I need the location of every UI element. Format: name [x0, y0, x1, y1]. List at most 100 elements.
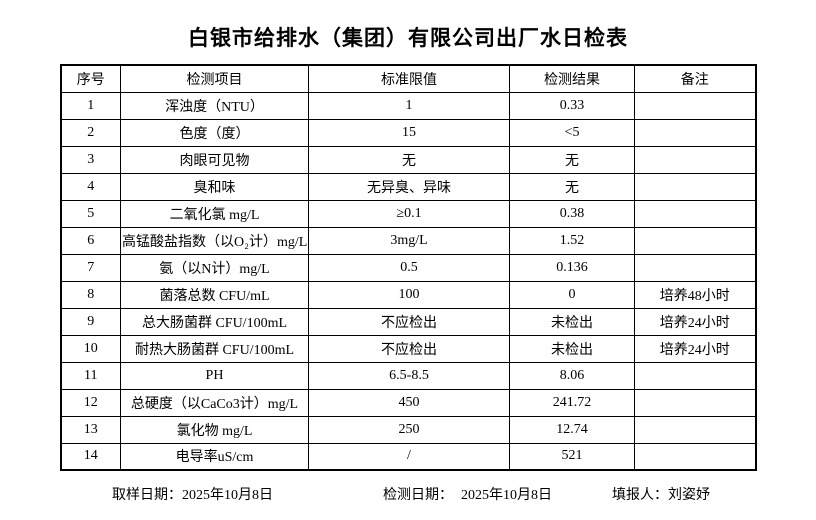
table-row: 7 氨（以N计）mg/L 0.5 0.136 — [60, 253, 756, 282]
table-row: 4 臭和味 无异臭、异味 无 — [60, 172, 756, 201]
cell-serial-number: 6 — [60, 226, 121, 255]
cell-serial-number: 2 — [60, 118, 121, 147]
cell-test-item: 总硬度（以CaCo3计）mg/L — [120, 388, 309, 417]
cell-standard-limit: 无异臭、异味 — [308, 172, 510, 201]
table-row: 14 电导率uS/cm / 521 — [60, 442, 756, 471]
cell-remarks — [634, 361, 756, 390]
cell-remarks: 培养24小时 — [634, 307, 756, 336]
cell-remarks: 培养48小时 — [634, 280, 756, 309]
cell-test-result: 0 — [509, 280, 635, 309]
header-test-item: 检测项目 — [120, 64, 309, 93]
cell-test-result: 0.33 — [509, 91, 635, 120]
cell-test-result: 未检出 — [509, 307, 635, 336]
cell-serial-number: 13 — [60, 415, 121, 444]
cell-remarks — [634, 199, 756, 228]
cell-standard-limit: 100 — [308, 280, 510, 309]
table-header-row: 序号 检测项目 标准限值 检测结果 备注 — [60, 64, 756, 93]
cell-remarks — [634, 172, 756, 201]
cell-test-item: 氯化物 mg/L — [120, 415, 309, 444]
cell-test-result: 12.74 — [509, 415, 635, 444]
cell-serial-number: 4 — [60, 172, 121, 201]
sampling-date-field: 取样日期：2025年10月8日 — [112, 484, 273, 504]
table-row: 8 菌落总数 CFU/mL 100 0 培养48小时 — [60, 280, 756, 309]
cell-standard-limit: 450 — [308, 388, 510, 417]
table-row: 11 PH 6.5-8.5 8.06 — [60, 361, 756, 390]
cell-serial-number: 12 — [60, 388, 121, 417]
cell-test-item: 浑浊度（NTU） — [120, 91, 309, 120]
cell-test-item: 肉眼可见物 — [120, 145, 309, 174]
cell-standard-limit: 无 — [308, 145, 510, 174]
cell-remarks — [634, 442, 756, 471]
cell-serial-number: 3 — [60, 145, 121, 174]
cell-test-result: 0.136 — [509, 253, 635, 282]
cell-test-item: PH — [120, 361, 309, 390]
header-standard-limit: 标准限值 — [308, 64, 510, 93]
cell-remarks: 培养24小时 — [634, 334, 756, 363]
cell-test-result: <5 — [509, 118, 635, 147]
cell-test-result: 8.06 — [509, 361, 635, 390]
cell-serial-number: 10 — [60, 334, 121, 363]
cell-test-item: 二氧化氯 mg/L — [120, 199, 309, 228]
cell-serial-number: 7 — [60, 253, 121, 282]
table-row: 1 浑浊度（NTU） 1 0.33 — [60, 91, 756, 120]
cell-remarks — [634, 91, 756, 120]
cell-test-item: 菌落总数 CFU/mL — [120, 280, 309, 309]
cell-serial-number: 8 — [60, 280, 121, 309]
cell-standard-limit: 250 — [308, 415, 510, 444]
cell-standard-limit: 不应检出 — [308, 307, 510, 336]
cell-test-item: 臭和味 — [120, 172, 309, 201]
cell-serial-number: 5 — [60, 199, 121, 228]
cell-test-result: 未检出 — [509, 334, 635, 363]
cell-remarks — [634, 388, 756, 417]
cell-test-result: 0.38 — [509, 199, 635, 228]
table-row: 9 总大肠菌群 CFU/100mL 不应检出 未检出 培养24小时 — [60, 307, 756, 336]
cell-standard-limit: ≥0.1 — [308, 199, 510, 228]
reporter-label: 填报人： — [612, 488, 668, 503]
cell-standard-limit: 15 — [308, 118, 510, 147]
sampling-date-label: 取样日期： — [112, 488, 182, 503]
report-footer: 取样日期：2025年10月8日 检测日期： 2025年10月8日 填报人：刘姿妤 — [0, 484, 816, 506]
table-row: 13 氯化物 mg/L 250 12.74 — [60, 415, 756, 444]
header-test-result: 检测结果 — [509, 64, 635, 93]
cell-test-result: 241.72 — [509, 388, 635, 417]
cell-test-item: 电导率uS/cm — [120, 442, 309, 471]
reporter-field: 填报人：刘姿妤 — [612, 484, 710, 504]
cell-standard-limit: 0.5 — [308, 253, 510, 282]
cell-serial-number: 14 — [60, 442, 121, 471]
header-remarks: 备注 — [634, 64, 756, 93]
cell-test-result: 无 — [509, 145, 635, 174]
cell-test-item: 总大肠菌群 CFU/100mL — [120, 307, 309, 336]
cell-remarks — [634, 226, 756, 255]
testing-date-field: 检测日期： 2025年10月8日 — [383, 484, 552, 504]
cell-serial-number: 1 — [60, 91, 121, 120]
testing-date-value: 2025年10月8日 — [461, 488, 552, 503]
cell-remarks — [634, 145, 756, 174]
table-body: 1 浑浊度（NTU） 1 0.33 2 色度（度） 15 <5 3 肉眼可见物 … — [60, 91, 756, 471]
table-row: 3 肉眼可见物 无 无 — [60, 145, 756, 174]
cell-standard-limit: 1 — [308, 91, 510, 120]
cell-test-result: 1.52 — [509, 226, 635, 255]
cell-remarks — [634, 118, 756, 147]
cell-test-item: 氨（以N计）mg/L — [120, 253, 309, 282]
cell-standard-limit: 3mg/L — [308, 226, 510, 255]
cell-test-result: 521 — [509, 442, 635, 471]
cell-serial-number: 9 — [60, 307, 121, 336]
table-row: 6 高锰酸盐指数（以O₂计）mg/L 3mg/L 1.52 — [60, 226, 756, 255]
reporter-name: 刘姿妤 — [668, 488, 710, 503]
table-row: 2 色度（度） 15 <5 — [60, 118, 756, 147]
cell-test-item: 高锰酸盐指数（以O₂计）mg/L — [120, 226, 309, 255]
testing-date-label: 检测日期： — [383, 488, 453, 503]
cell-standard-limit: / — [308, 442, 510, 471]
cell-standard-limit: 不应检出 — [308, 334, 510, 363]
sampling-date-value: 2025年10月8日 — [182, 488, 273, 503]
cell-test-item: 耐热大肠菌群 CFU/100mL — [120, 334, 309, 363]
inspection-table: 序号 检测项目 标准限值 检测结果 备注 1 浑浊度（NTU） 1 0.33 2… — [59, 64, 757, 471]
cell-remarks — [634, 415, 756, 444]
table-row: 5 二氧化氯 mg/L ≥0.1 0.38 — [60, 199, 756, 228]
cell-remarks — [634, 253, 756, 282]
cell-serial-number: 11 — [60, 361, 121, 390]
report-title: 白银市给排水（集团）有限公司出厂水日检表 — [188, 26, 628, 50]
header-serial-number: 序号 — [60, 64, 121, 93]
cell-test-result: 无 — [509, 172, 635, 201]
